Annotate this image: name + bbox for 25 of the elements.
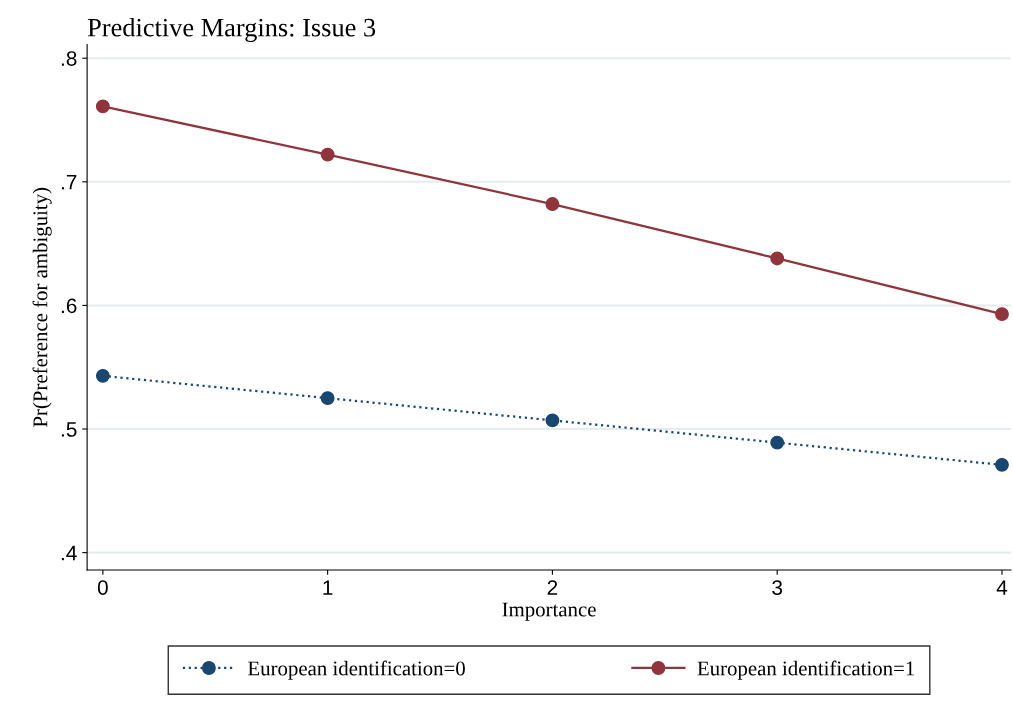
legend-label: European identification=0	[248, 660, 465, 680]
y-tick-label: .8	[61, 51, 77, 66]
point	[770, 251, 785, 266]
point	[770, 435, 785, 450]
x-tick-label: 0	[97, 580, 108, 595]
x-tick-label: 3	[772, 580, 783, 595]
chart-title: Predictive Margins: Issue 3	[87, 17, 376, 42]
y-tick-label: .5	[61, 422, 77, 437]
y-axis-title: Pr(Preference for ambiguity)	[32, 187, 52, 427]
y-tick-label: .6	[61, 298, 77, 314]
point	[545, 413, 560, 428]
x-tick-label: 4	[996, 580, 1008, 595]
y-tick-label: .7	[61, 175, 77, 190]
point	[320, 147, 335, 162]
point	[320, 391, 335, 406]
x-tick-label: 2	[547, 580, 558, 595]
point	[95, 368, 110, 383]
x-tick-label: 1	[323, 580, 333, 595]
point	[545, 197, 560, 212]
y-tick-label: .4	[61, 545, 77, 561]
point	[995, 307, 1009, 322]
x-axis-title: Importance	[502, 602, 596, 621]
point	[95, 99, 110, 114]
legend-label: European identification=1	[697, 660, 914, 680]
point	[995, 457, 1009, 472]
